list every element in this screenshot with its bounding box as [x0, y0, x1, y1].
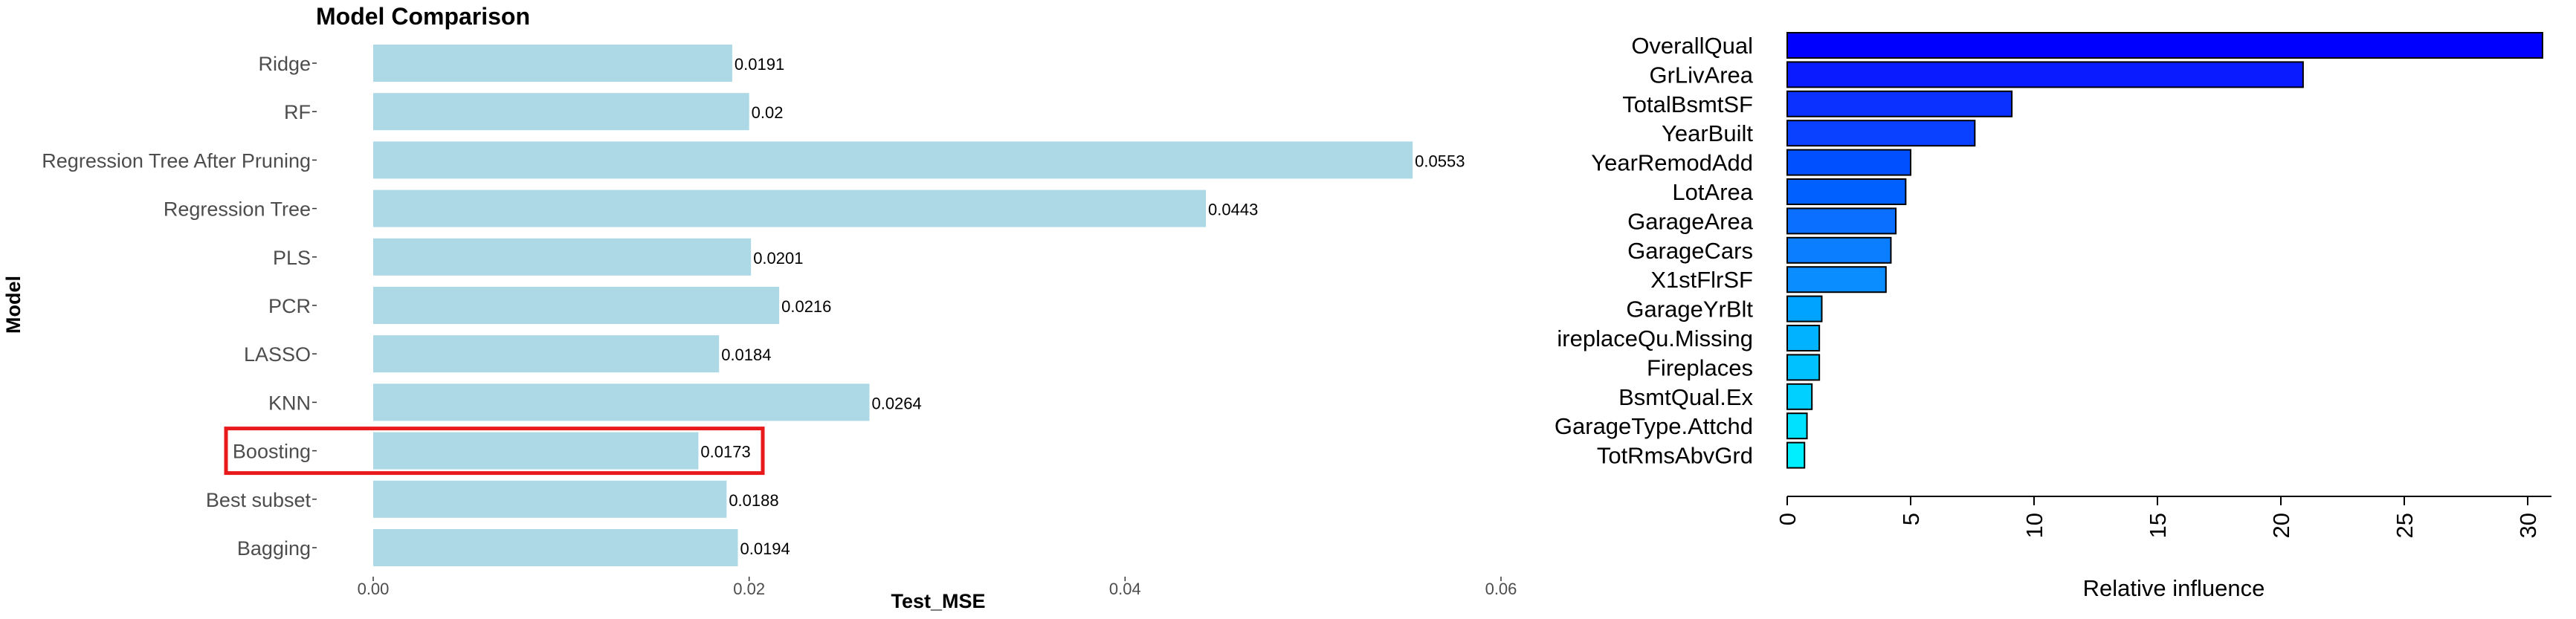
model-bar — [373, 238, 752, 276]
model-label: KNN — [268, 392, 311, 414]
variable-label: GarageType.Attchd — [1555, 413, 1753, 439]
x-tick-label: 0.00 — [358, 580, 390, 598]
x-tick-label: 20 — [2268, 513, 2294, 538]
variable-label: TotRmsAbvGrd — [1597, 443, 1753, 469]
value-label: 0.0188 — [729, 491, 778, 510]
x-tick-label: 10 — [2021, 513, 2047, 538]
value-label: 0.0173 — [700, 443, 750, 461]
model-bar — [373, 93, 749, 131]
influence-bar — [1786, 354, 1821, 381]
variable-label: OverallQual — [1631, 33, 1753, 59]
left-chart-title: Model Comparison — [316, 3, 530, 30]
influence-bar — [1786, 207, 1897, 235]
model-bar — [373, 287, 780, 324]
influence-bar — [1786, 441, 1806, 469]
model-bar — [373, 335, 720, 373]
influence-bar — [1786, 266, 1887, 294]
model-bar — [373, 529, 738, 566]
influence-bar — [1786, 32, 2543, 59]
x-tick-label: 30 — [2515, 513, 2541, 538]
model-bar — [373, 45, 732, 82]
left-chart: Ridge 0.0191 RF 0.02 Regression Tree After P… — [42, 45, 1517, 598]
variable-label: LotArea — [1672, 179, 1753, 205]
variable-label: BsmtQual.Ex — [1618, 384, 1753, 410]
influence-bar — [1786, 178, 1907, 205]
right-x-axis-label: Relative influence — [2083, 575, 2265, 601]
value-label: 0.0201 — [753, 249, 803, 268]
variable-label: GarageYrBlt — [1626, 296, 1753, 323]
variable-label: GrLivArea — [1649, 62, 1753, 88]
model-bar — [373, 189, 1207, 227]
x-tick-label: 25 — [2392, 513, 2418, 538]
influence-bar — [1786, 61, 2304, 88]
influence-bar — [1786, 295, 1823, 323]
value-label: 0.0216 — [781, 297, 831, 316]
variable-label: GarageCars — [1627, 238, 1753, 264]
x-tick-label: 15 — [2145, 513, 2171, 538]
variable-label: TotalBsmtSF — [1622, 91, 1753, 117]
value-label: 0.02 — [752, 103, 784, 122]
influence-bar — [1786, 412, 1808, 440]
variable-label: YearRemodAdd — [1591, 150, 1753, 176]
model-label: Regression Tree After Pruning — [42, 149, 311, 172]
influence-bar — [1786, 90, 2013, 117]
influence-bar — [1786, 236, 1892, 264]
model-label: PLS — [273, 247, 311, 269]
x-tick-label: 0.02 — [733, 580, 765, 598]
variable-label: YearBuilt — [1662, 120, 1753, 146]
model-label: RF — [284, 101, 311, 123]
model-label: Boosting — [233, 441, 311, 463]
model-label: Regression Tree — [164, 198, 311, 221]
influence-bar — [1786, 325, 1821, 351]
x-tick-label: 0.06 — [1485, 580, 1517, 598]
variable-label: ireplaceQu.Missing — [1557, 325, 1753, 351]
model-label: Best subset — [206, 489, 311, 511]
value-label: 0.0194 — [740, 539, 790, 558]
value-label: 0.0443 — [1208, 201, 1258, 219]
model-label: Ridge — [258, 53, 311, 75]
value-label: 0.0264 — [871, 394, 921, 412]
x-tick-label: 0 — [1775, 513, 1801, 525]
model-bar — [373, 432, 699, 470]
influence-bar — [1786, 383, 1813, 410]
model-bar — [373, 480, 727, 518]
left-x-axis-label: Test_MSE — [891, 590, 985, 612]
right-chart: OverallQual GrLivArea TotalBsmtSF YearBuilt… — [1555, 32, 2543, 538]
influence-bar — [1786, 149, 1911, 176]
x-tick-label: 5 — [1898, 513, 1924, 525]
model-label: LASSO — [244, 343, 311, 366]
model-bar — [373, 383, 870, 421]
variable-label: X1stFlrSF — [1650, 267, 1753, 293]
value-label: 0.0553 — [1415, 152, 1465, 170]
model-label: Bagging — [237, 537, 311, 560]
variable-label: Fireplaces — [1647, 354, 1753, 380]
model-label: PCR — [268, 295, 311, 317]
value-label: 0.0191 — [735, 55, 784, 74]
highlight-box — [224, 427, 765, 476]
x-tick-label: 0.04 — [1109, 580, 1141, 598]
value-label: 0.0184 — [721, 346, 771, 364]
model-bar — [373, 141, 1413, 179]
variable-label: GarageArea — [1627, 208, 1754, 234]
left-y-axis-label: Model — [2, 276, 25, 334]
influence-bar — [1786, 120, 1976, 147]
